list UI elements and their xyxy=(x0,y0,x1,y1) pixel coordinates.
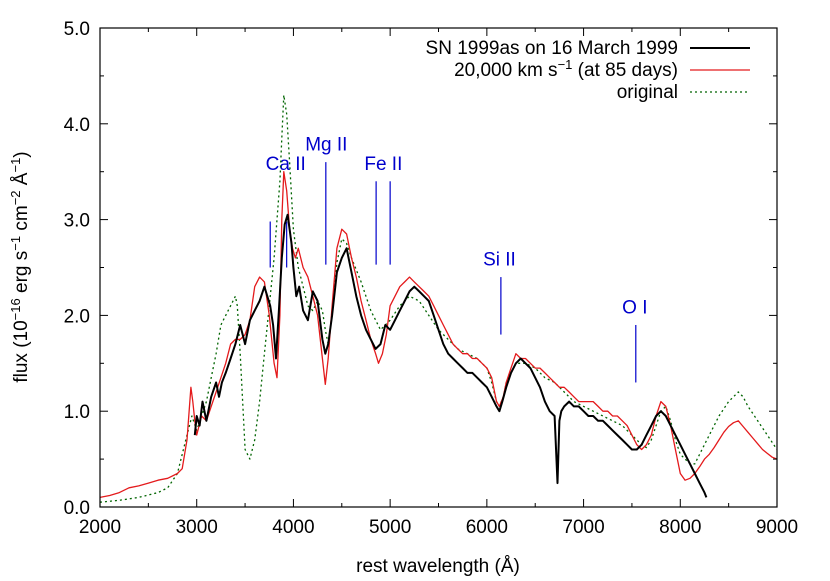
y-tick-label: 4.0 xyxy=(64,115,90,136)
y-tick-label: 5.0 xyxy=(64,19,90,40)
x-tick-label: 5000 xyxy=(369,517,411,538)
x-axis-title: rest wavelength (Å) xyxy=(356,556,520,577)
legend-label: 20,000 km s−1 (at 85 days) xyxy=(454,57,678,81)
annotation-label: Si II xyxy=(483,250,516,271)
series-layer xyxy=(99,94,778,503)
y-tick-label: 1.0 xyxy=(64,402,90,423)
x-tick-label: 4000 xyxy=(272,517,314,538)
x-tick-label: 3000 xyxy=(176,517,218,538)
series-line-1 xyxy=(193,213,708,498)
x-tick-label: 9000 xyxy=(756,517,798,538)
annotation-label: O I xyxy=(622,297,647,318)
tick-layer: 2000 3000 4000 5000 6000 7000 8000 9000 0.0 1.0 2.… xyxy=(64,19,799,538)
annotation-label: Mg II xyxy=(305,135,347,156)
series-line-3 xyxy=(99,94,778,503)
x-tick-label: 6000 xyxy=(466,517,508,538)
legend-label: original xyxy=(617,82,678,103)
series-line-2 xyxy=(99,171,778,499)
annotation-label: Ca II xyxy=(266,154,306,175)
y-tick-label: 0.0 xyxy=(64,498,90,519)
y-tick-label: 3.0 xyxy=(64,211,90,232)
x-tick-label: 2000 xyxy=(79,517,121,538)
y-axis-title: flux (10−16 erg s−1 cm−2 Å−1) xyxy=(8,151,32,382)
legend-label: SN 1999as on 16 March 1999 xyxy=(426,38,678,59)
x-tick-label: 7000 xyxy=(562,517,604,538)
annotation-label: Fe II xyxy=(364,154,402,175)
y-tick-label: 2.0 xyxy=(64,306,90,327)
x-tick-label: 8000 xyxy=(659,517,701,538)
